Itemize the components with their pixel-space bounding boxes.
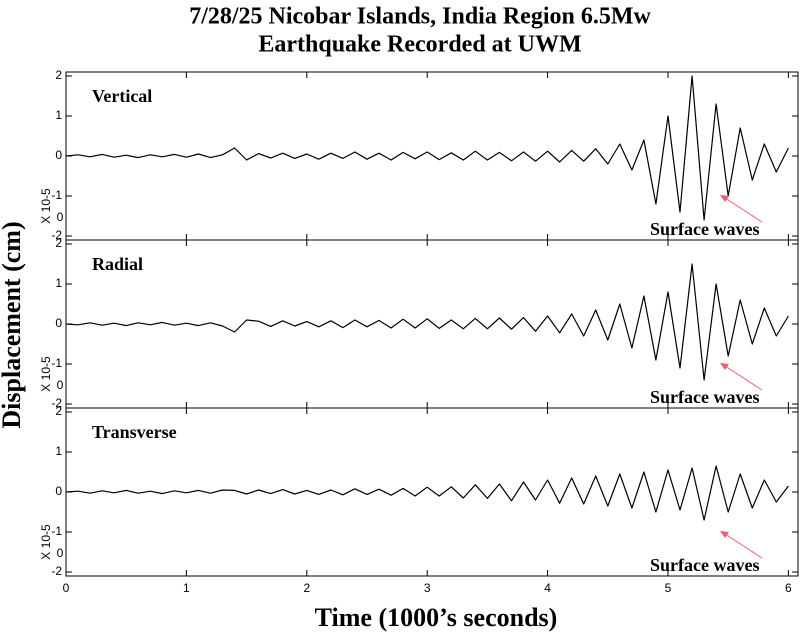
scale-offset: 0 bbox=[57, 378, 64, 392]
scale-label: X 10-5 bbox=[39, 188, 53, 224]
scale-label: X 10-5 bbox=[39, 524, 53, 560]
panel-frame bbox=[65, 71, 799, 241]
y-tick-label: 0 bbox=[55, 484, 62, 498]
annotation: Surface waves bbox=[650, 219, 759, 239]
y-tick-label: -1 bbox=[51, 188, 62, 202]
panel-label: Transverse bbox=[92, 422, 177, 442]
panel-frame bbox=[65, 239, 799, 409]
y-tick-label: 2 bbox=[55, 236, 62, 250]
waveform bbox=[65, 75, 789, 221]
x-tick-label: 5 bbox=[665, 581, 672, 595]
annotation: Surface waves bbox=[650, 387, 759, 407]
chart-title: Earthquake Recorded at UWM bbox=[258, 32, 581, 58]
y-tick-label: 1 bbox=[55, 276, 62, 290]
x-tick-label: 0 bbox=[63, 581, 70, 595]
y-axis-label: Displacement (cm) bbox=[0, 221, 26, 428]
scale-offset: 0 bbox=[57, 210, 64, 224]
y-tick-label: 0 bbox=[55, 148, 62, 162]
panel-label: Radial bbox=[92, 254, 143, 274]
waveform bbox=[65, 465, 789, 521]
y-tick-label: -1 bbox=[51, 356, 62, 370]
annotation-arrowhead bbox=[720, 195, 729, 202]
panel-label: Vertical bbox=[92, 86, 152, 106]
x-tick-label: 2 bbox=[303, 581, 310, 595]
waveform bbox=[65, 263, 789, 381]
annotation-arrowhead bbox=[720, 531, 729, 538]
y-tick-label: 1 bbox=[55, 444, 62, 458]
y-tick-label: -2 bbox=[51, 564, 62, 578]
y-tick-label: 1 bbox=[55, 108, 62, 122]
y-tick-label: -1 bbox=[51, 524, 62, 538]
x-tick-label: 4 bbox=[544, 581, 551, 595]
annotation-arrowhead bbox=[720, 363, 729, 370]
y-tick-label: 2 bbox=[55, 68, 62, 82]
y-tick-label: -2 bbox=[51, 396, 62, 410]
x-tick-label: 3 bbox=[424, 581, 431, 595]
y-tick-label: 2 bbox=[55, 404, 62, 418]
chart-title: 7/28/25 Nicobar Islands, India Region 6.… bbox=[189, 4, 651, 30]
x-tick-label: 1 bbox=[183, 581, 190, 595]
scale-label: X 10-5 bbox=[39, 356, 53, 392]
annotation-arrow bbox=[721, 363, 763, 391]
x-axis-label: Time (1000’s seconds) bbox=[315, 603, 558, 632]
x-tick-label: 6 bbox=[785, 581, 792, 595]
annotation-arrow bbox=[721, 531, 763, 559]
annotation-arrow bbox=[721, 195, 763, 223]
annotation: Surface waves bbox=[650, 555, 759, 575]
y-tick-label: -2 bbox=[51, 228, 62, 242]
scale-offset: 0 bbox=[57, 546, 64, 560]
y-tick-label: 0 bbox=[55, 316, 62, 330]
